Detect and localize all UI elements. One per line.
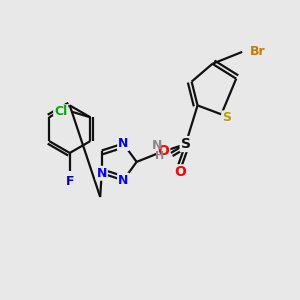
Text: N: N	[152, 139, 163, 152]
Text: N: N	[118, 174, 128, 187]
Text: S: S	[222, 111, 231, 124]
Text: N: N	[97, 167, 107, 180]
Text: H: H	[155, 151, 164, 161]
Text: S: S	[181, 137, 191, 151]
Text: F: F	[65, 175, 74, 188]
Text: Cl: Cl	[54, 105, 68, 118]
Text: O: O	[158, 145, 169, 158]
Text: O: O	[174, 165, 186, 179]
Text: Br: Br	[250, 45, 265, 58]
Text: N: N	[118, 137, 128, 150]
